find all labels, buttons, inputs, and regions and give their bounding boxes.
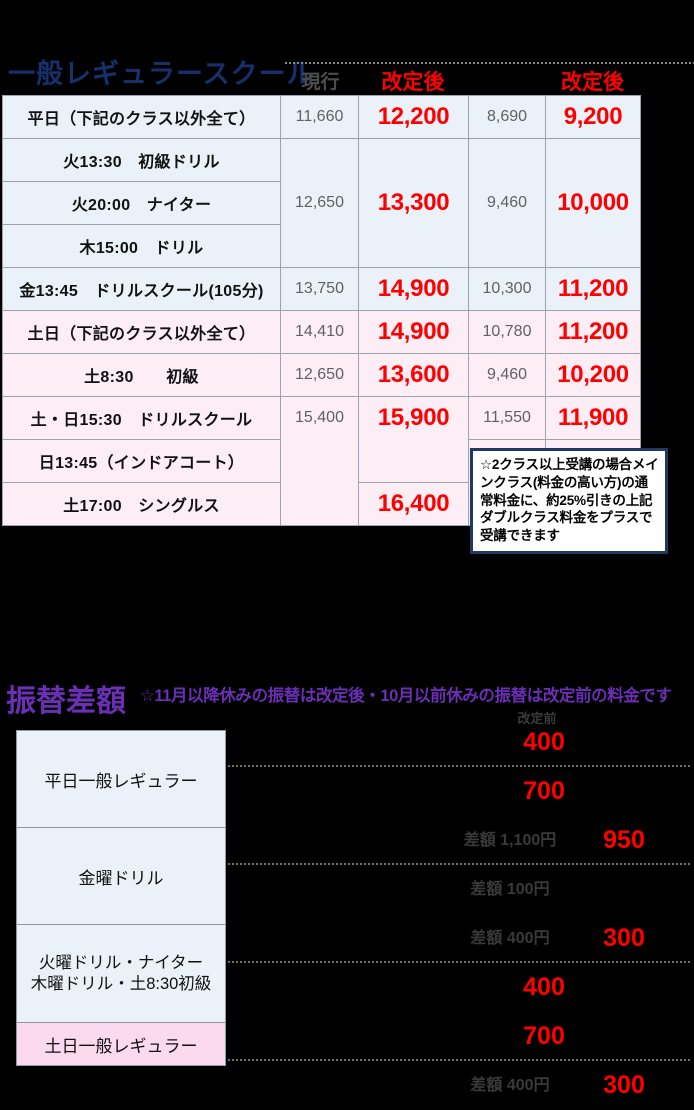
revised-price-secondary-cell: 10,000 bbox=[545, 181, 641, 225]
transfer-difference-amount: 差額 400円 bbox=[470, 930, 550, 947]
list-item: 金曜ドリル bbox=[16, 827, 226, 925]
transfer-revised-amount: 400 bbox=[523, 728, 565, 756]
transfer-value-row: 700 bbox=[0, 1012, 694, 1061]
transfer-category-table: 平日一般レギュラー 金曜ドリル 火曜ドリル・ナイター 木曜ドリル・土8:30初級 土日一… bbox=[16, 730, 226, 1066]
transfer-value-row: 差額 100円 bbox=[0, 865, 694, 914]
revised-price-cell: 15,900 bbox=[358, 396, 469, 440]
row-separator bbox=[228, 765, 690, 767]
current-price-cell bbox=[280, 224, 359, 268]
transfer-category-label-line2: 木曜ドリル・土8:30初級 bbox=[30, 974, 212, 993]
current-price-cell: 14,410 bbox=[280, 310, 359, 354]
class-name-cell: 木15:00 ドリル bbox=[2, 224, 281, 268]
revised-price-secondary-cell: 11,200 bbox=[545, 310, 641, 354]
transfer-revised-amount: 700 bbox=[523, 1022, 565, 1050]
transfer-difference-amount: 差額 400円 bbox=[470, 1077, 550, 1094]
column-header-revised-2: 改定後 bbox=[561, 71, 624, 94]
current-price-secondary-cell: 8,690 bbox=[468, 95, 546, 139]
row-separator bbox=[228, 863, 690, 865]
class-name-cell: 土17:00 シングルス bbox=[2, 482, 281, 526]
current-price-cell: 12,650 bbox=[280, 181, 359, 225]
revised-price-secondary-cell: 10,200 bbox=[545, 353, 641, 397]
class-name-cell: 土・日15:30 ドリルスクール bbox=[2, 396, 281, 440]
transfer-revised-amount: 950 bbox=[603, 826, 645, 854]
transfer-value-row: 400 bbox=[0, 963, 694, 1012]
transfer-value-row: 差額 400円 300 bbox=[0, 1061, 694, 1110]
current-price-cell: 13,750 bbox=[280, 267, 359, 311]
list-item: 平日一般レギュラー bbox=[16, 730, 226, 828]
current-price-secondary-cell: 11,550 bbox=[468, 396, 546, 440]
table-row: 金13:45 ドリルスクール(105分) 13,750 14,900 10,300 11… bbox=[2, 267, 641, 311]
current-price-cell: 11,660 bbox=[280, 95, 359, 139]
table-row: 土8:30 初級 12,650 13,600 9,460 10,200 bbox=[2, 353, 641, 397]
current-price-secondary-cell: 10,300 bbox=[468, 267, 546, 311]
page-title: 一般レギュラースクール bbox=[8, 59, 315, 89]
current-price-secondary-cell bbox=[468, 224, 546, 268]
revised-price-secondary-cell: 11,900 bbox=[545, 396, 641, 440]
transfer-category-cell: 金曜ドリル bbox=[16, 827, 226, 925]
revised-price-cell: 16,400 bbox=[358, 482, 469, 526]
revised-price-cell: 12,200 bbox=[358, 95, 469, 139]
revised-price-secondary-cell bbox=[545, 138, 641, 182]
transfer-difference-amount: 差額 100円 bbox=[470, 881, 550, 898]
revised-price-secondary-cell bbox=[545, 224, 641, 268]
table-row: 火13:30 初級ドリル bbox=[2, 138, 641, 182]
transfer-category-cell: 平日一般レギュラー bbox=[16, 730, 226, 828]
revised-price-secondary-cell: 11,200 bbox=[545, 267, 641, 311]
column-header-revised-1: 改定後 bbox=[381, 71, 445, 94]
table-row: 火20:00 ナイター 12,650 13,300 9,460 10,000 bbox=[2, 181, 641, 225]
transfer-category-label-line1: 火曜ドリル・ナイター bbox=[38, 954, 204, 973]
list-item: 火曜ドリル・ナイター 木曜ドリル・土8:30初級 bbox=[16, 924, 226, 1023]
current-price-secondary-cell: 9,460 bbox=[468, 353, 546, 397]
class-name-cell: 火13:30 初級ドリル bbox=[2, 138, 281, 182]
transfer-revised-amount: 400 bbox=[523, 973, 565, 1001]
transfer-value-grid: 400 700 差額 1,100円 950 差額 100円 差額 400円 300 400 70… bbox=[0, 718, 694, 1110]
table-row: 木15:00 ドリル bbox=[2, 224, 641, 268]
transfer-category-cell: 火曜ドリル・ナイター 木曜ドリル・土8:30初級 bbox=[16, 924, 226, 1023]
current-price-cell: 15,400 bbox=[280, 396, 359, 440]
transfer-revised-amount: 700 bbox=[523, 777, 565, 805]
double-class-note-box: ☆2クラス以上受講の場合メインクラス(料金の高い方)の通常料金に、約25%引きの… bbox=[470, 448, 668, 555]
current-price-secondary-cell: 10,780 bbox=[468, 310, 546, 354]
fee-table: 平日（下記のクラス以外全て） 11,660 12,200 8,690 9,200 火13:… bbox=[2, 95, 641, 526]
class-name-cell: 日13:45（インドアコート） bbox=[2, 439, 281, 483]
transfer-difference-amount: 差額 1,100円 bbox=[463, 832, 557, 849]
current-price-secondary-cell: 9,460 bbox=[468, 181, 546, 225]
transfer-value-row: 400 bbox=[0, 718, 694, 767]
current-price-cell: 12,650 bbox=[280, 353, 359, 397]
revised-price-cell bbox=[358, 138, 469, 182]
transfer-value-row: 差額 1,100円 950 bbox=[0, 816, 694, 865]
transfer-revised-amount: 300 bbox=[603, 924, 645, 952]
title-dotted-rule bbox=[285, 62, 694, 64]
transfer-revised-amount: 300 bbox=[603, 1071, 645, 1099]
column-header-before-revision: 改定前 bbox=[517, 711, 557, 726]
row-separator bbox=[228, 961, 690, 963]
revised-price-cell: 14,900 bbox=[358, 267, 469, 311]
class-name-cell: 火20:00 ナイター bbox=[2, 181, 281, 225]
column-header-current: 現行 bbox=[301, 72, 340, 93]
revised-price-cell bbox=[358, 439, 469, 483]
transfer-value-row: 差額 400円 300 bbox=[0, 914, 694, 963]
column-header-blank bbox=[468, 70, 545, 96]
current-price-cell bbox=[280, 439, 359, 483]
revised-price-cell bbox=[358, 224, 469, 268]
revised-price-cell: 14,900 bbox=[358, 310, 469, 354]
transfer-difference-note: ☆11月以降休みの振替は改定後・10月以前休みの振替は改定前の料金です bbox=[140, 687, 672, 705]
current-price-cell bbox=[280, 482, 359, 526]
class-name-cell: 土日（下記のクラス以外全て） bbox=[2, 310, 281, 354]
transfer-difference-title: 振替差額 bbox=[6, 685, 126, 718]
class-name-cell: 土8:30 初級 bbox=[2, 353, 281, 397]
revised-price-cell: 13,300 bbox=[358, 181, 469, 225]
current-price-cell bbox=[280, 138, 359, 182]
revised-price-cell: 13,600 bbox=[358, 353, 469, 397]
class-name-cell: 平日（下記のクラス以外全て） bbox=[2, 95, 281, 139]
transfer-value-row: 700 bbox=[0, 767, 694, 816]
class-name-cell: 金13:45 ドリルスクール(105分) bbox=[2, 267, 281, 311]
table-row: 土日（下記のクラス以外全て） 14,410 14,900 10,780 11,200 bbox=[2, 310, 641, 354]
revised-price-secondary-cell: 9,200 bbox=[545, 95, 641, 139]
table-row: 土・日15:30 ドリルスクール 15,400 15,900 11,550 11,900 bbox=[2, 396, 641, 440]
current-price-secondary-cell bbox=[468, 138, 546, 182]
table-row: 平日（下記のクラス以外全て） 11,660 12,200 8,690 9,200 bbox=[2, 95, 641, 139]
